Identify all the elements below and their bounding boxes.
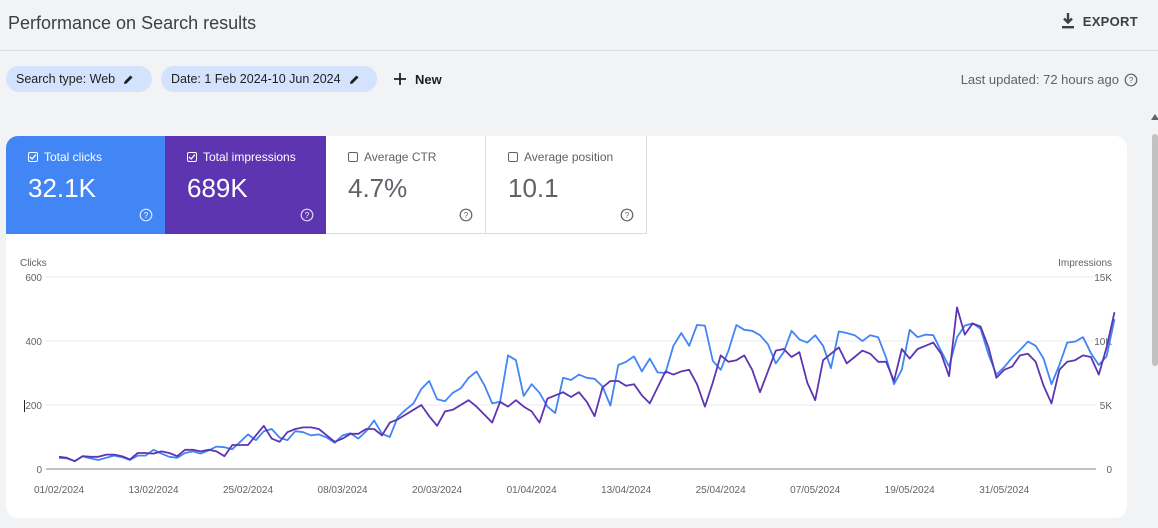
svg-text:?: ? [1129,76,1134,85]
export-label: EXPORT [1082,13,1138,29]
scroll-thumb[interactable] [1152,134,1158,366]
metric-value: 4.7% [348,173,408,203]
download-icon [1061,13,1074,29]
y-tick-label-right: 5K [1100,401,1113,412]
performance-chart[interactable]: Clicks Impressions 0 0 200 5K 400 10K 600 15K 01… [6,136,1127,518]
y-tick-label-right: 15K [1094,273,1112,284]
edit-icon [349,75,359,84]
metric-total-impressions[interactable]: Total impressions 689K ? [165,136,326,234]
svg-text:?: ? [464,211,469,220]
x-tick-label: 20/03/2024 [412,485,462,496]
date-label: Date: 1 Feb 2024-10 Jun 2024 [171,72,341,86]
x-tick-label: 31/05/2024 [979,485,1029,496]
help-icon[interactable]: ? [300,208,314,222]
page-title: Performance on Search results [8,13,257,33]
x-tick-label: 13/02/2024 [128,485,178,496]
page-scrollbar[interactable] [1150,110,1158,528]
date-chip[interactable]: Date: 1 Feb 2024-10 Jun 2024 [161,66,377,92]
last-updated: Last updated: 72 hours ago ? [961,72,1138,87]
new-filter-button[interactable]: New [393,66,442,92]
metric-average-position[interactable]: Average position 10.1 ? [486,136,647,234]
x-tick-label: 01/04/2024 [507,485,557,496]
x-tick-label: 13/04/2024 [601,485,651,496]
y-axis-right-label: Impressions [1058,258,1112,269]
help-icon[interactable]: ? [1124,73,1138,87]
svg-text:?: ? [305,211,310,220]
svg-text:?: ? [144,211,149,220]
edit-icon [124,75,133,84]
metric-label: Total impressions [203,150,296,164]
svg-text:?: ? [625,211,630,220]
y-tick-label-right: 0 [1106,465,1112,476]
checkbox-checked-icon[interactable] [187,152,197,162]
metric-average-ctr[interactable]: Average CTR 4.7% ? [326,136,486,234]
search-type-label: Search type: Web [16,72,116,86]
checkbox-checked-icon[interactable] [28,152,38,162]
x-tick-label: 25/02/2024 [223,485,273,496]
help-icon[interactable]: ? [620,208,634,222]
metric-label: Average position [524,150,614,164]
plus-icon [394,73,406,85]
metric-value: 32.1K [28,173,96,203]
search-type-chip[interactable]: Search type: Web [6,66,152,92]
last-updated-text: Last updated: 72 hours ago [960,72,1119,87]
y-tick-label-left: 400 [25,337,42,348]
y-axis-left-label: Clicks [20,258,47,269]
top-bar: Performance on Search results EXPORT [0,0,1158,51]
x-tick-label: 19/05/2024 [885,485,935,496]
checkbox-unchecked-icon[interactable] [508,152,518,162]
metric-value: 689K [187,173,248,203]
x-tick-label: 25/04/2024 [696,485,746,496]
metric-value: 10.1 [508,173,559,203]
x-tick-label: 01/02/2024 [34,485,84,496]
metric-label: Average CTR [364,150,437,164]
y-tick-label-left: 0 [36,465,42,476]
export-button[interactable]: EXPORT [1061,13,1138,29]
y-tick-label-right: 10K [1094,337,1112,348]
scroll-up-arrow-icon[interactable] [1151,114,1158,120]
chart-cursor [24,400,25,412]
x-tick-label: 08/03/2024 [318,485,368,496]
y-tick-label-left: 200 [25,401,42,412]
help-icon[interactable]: ? [459,208,473,222]
filter-bar: Search type: Web Date: 1 Feb 2024-10 Jun… [0,63,1158,95]
checkbox-unchecked-icon[interactable] [348,152,358,162]
series-line-impressions [58,306,1116,463]
metric-total-clicks[interactable]: Total clicks 32.1K ? [6,136,165,234]
performance-card: Total clicks 32.1K ? Total impressions 6… [6,136,1127,518]
series-line-clicks [58,319,1116,462]
y-tick-label-left: 600 [25,273,42,284]
metric-label: Total clicks [44,150,103,164]
new-label: New [415,71,442,87]
help-icon[interactable]: ? [139,208,153,222]
x-tick-label: 07/05/2024 [790,485,840,496]
